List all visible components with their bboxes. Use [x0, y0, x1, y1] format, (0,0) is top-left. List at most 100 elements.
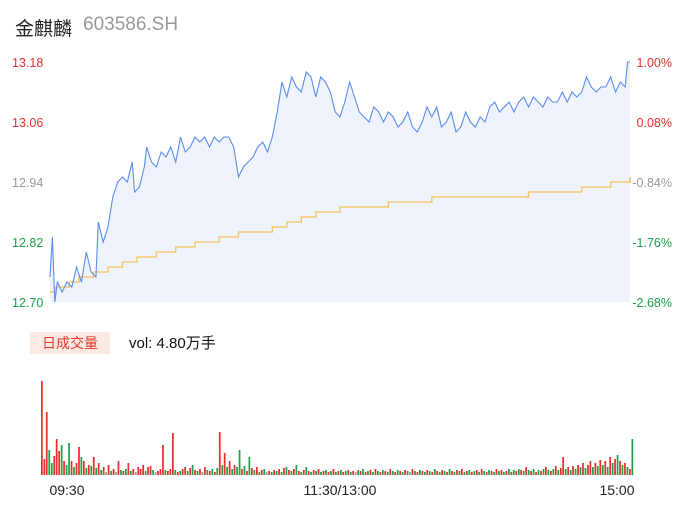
volume-bar — [221, 465, 224, 475]
volume-bar — [488, 470, 490, 475]
volume-bar — [107, 465, 110, 475]
volume-bar — [260, 470, 263, 475]
volume-bar — [41, 381, 43, 475]
volume-bar — [357, 470, 360, 475]
y-left-tick-label: 12.82 — [12, 236, 43, 250]
volume-bar — [379, 472, 382, 475]
volume-bar — [154, 472, 157, 475]
y-right-tick-label: -2.68% — [632, 296, 672, 310]
volume-bar — [176, 472, 179, 475]
volume-bar — [139, 469, 142, 475]
volume-bar — [300, 472, 303, 475]
volume-bar — [233, 465, 236, 475]
price-area — [50, 62, 630, 302]
volume-bar — [63, 461, 65, 475]
volume-bar — [428, 471, 431, 475]
volume-bar — [231, 469, 234, 475]
volume-bar — [283, 468, 285, 475]
volume-bar — [433, 469, 436, 475]
volume-bar — [117, 461, 120, 475]
volume-bar — [466, 471, 468, 475]
volume-bar — [75, 463, 78, 475]
volume-bar — [184, 467, 187, 475]
volume-bar — [527, 470, 530, 475]
volume-bar — [364, 472, 367, 475]
volume-bar — [362, 469, 364, 475]
y-right-tick-label: -1.76% — [632, 236, 672, 250]
volume-bar — [330, 471, 332, 475]
volume-bar — [396, 470, 399, 475]
volume-bar — [317, 469, 320, 475]
volume-bar — [596, 466, 599, 475]
volume-bar — [498, 471, 500, 475]
volume-bar — [179, 471, 182, 475]
volume-badge: 日成交量 — [30, 332, 110, 354]
volume-bar — [327, 472, 330, 475]
volume-bar — [122, 471, 125, 475]
volume-bar — [382, 470, 384, 475]
volume-bar — [564, 469, 567, 475]
volume-bar — [290, 471, 293, 475]
volume-bar — [293, 469, 295, 475]
volume-bar — [416, 472, 419, 475]
volume-bar — [241, 469, 243, 475]
volume-bar — [102, 467, 105, 475]
volume-bar — [204, 467, 206, 475]
volume-bar — [90, 466, 93, 475]
volume-bar — [162, 445, 164, 475]
volume-bar — [619, 461, 621, 475]
volume-bar — [567, 467, 570, 475]
volume-bar — [505, 471, 508, 475]
volume-bar — [515, 471, 518, 475]
volume-bar — [485, 472, 488, 475]
volume-bar — [85, 468, 88, 475]
volume-bar — [209, 471, 211, 475]
volume-bar — [611, 463, 614, 475]
volume-bar — [288, 470, 290, 475]
volume-bar — [411, 469, 414, 475]
volume-bar — [510, 472, 513, 475]
volume-bar — [480, 469, 483, 475]
volume-bar — [386, 472, 389, 475]
y-left-tick-label: 13.18 — [12, 56, 43, 70]
volume-bar — [132, 469, 135, 475]
volume-bar — [532, 469, 535, 475]
volume-bar — [530, 471, 532, 475]
volume-bar — [389, 469, 392, 475]
volume-bar — [53, 456, 56, 475]
volume-bar — [374, 469, 377, 475]
volume-bar — [609, 457, 612, 475]
volume-bar — [512, 470, 515, 475]
x-tick-label: 09:30 — [49, 482, 84, 498]
volume-bar — [404, 470, 406, 475]
y-left-tick-label: 13.06 — [12, 116, 43, 130]
volume-bar — [246, 471, 248, 475]
volume-bar — [473, 471, 476, 475]
volume-bar — [419, 470, 421, 475]
volume-bar — [243, 466, 246, 475]
volume-bar — [157, 471, 159, 475]
volume-bar — [542, 469, 545, 475]
volume-bar — [517, 469, 520, 475]
volume-bar — [478, 472, 481, 475]
volume-bar — [431, 472, 434, 475]
volume-bar — [87, 465, 90, 475]
volume-bar — [495, 469, 498, 475]
volume-bar — [599, 460, 602, 475]
volume-bar — [470, 472, 473, 475]
volume-bar — [322, 471, 325, 475]
volume-bar — [201, 472, 204, 475]
volume-bar — [312, 470, 315, 475]
stock-code: 603586.SH — [83, 14, 179, 35]
volume-bar — [65, 465, 68, 475]
volume-bar — [522, 471, 525, 475]
volume-bar — [584, 468, 587, 475]
volume-bar — [196, 471, 199, 475]
volume-bar — [401, 472, 404, 475]
volume-bar — [377, 471, 379, 475]
volume-bar — [214, 472, 216, 475]
volume-bar — [344, 471, 347, 475]
volume-bar — [305, 467, 308, 475]
volume-bar — [438, 472, 441, 475]
volume-bar — [127, 463, 130, 475]
